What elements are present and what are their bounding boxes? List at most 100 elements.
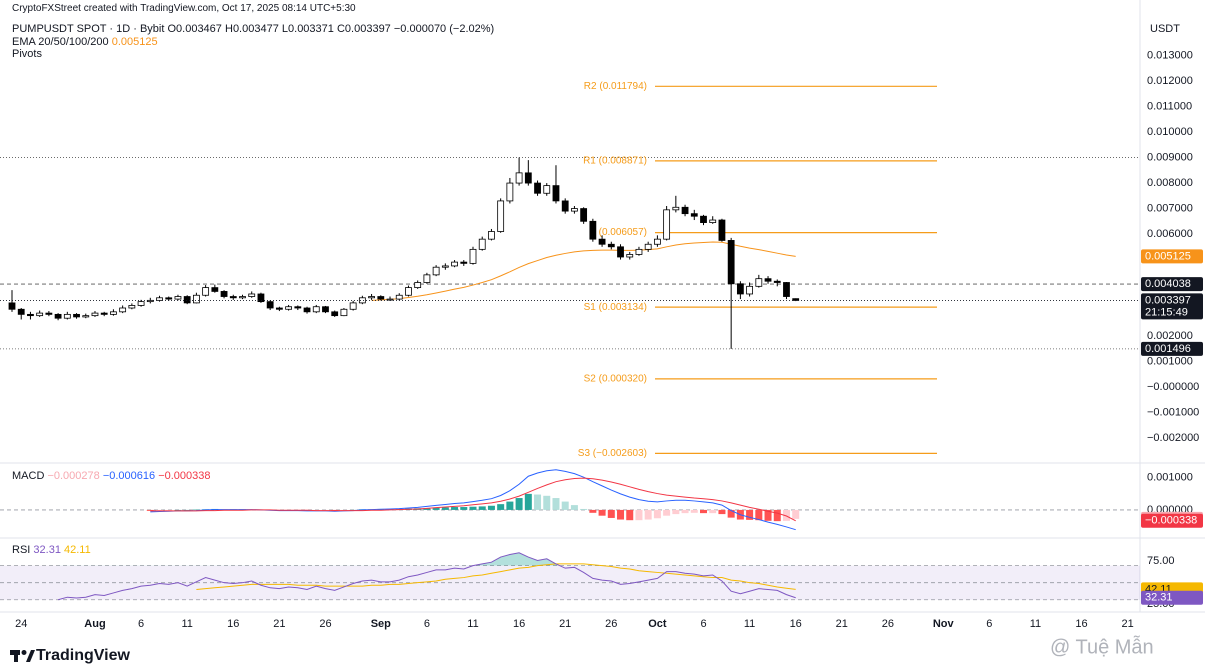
currency: USDT	[1150, 23, 1180, 35]
candle-body	[386, 298, 394, 301]
macd-histogram-bar	[755, 509, 763, 521]
x-tick-label: Oct	[648, 618, 667, 630]
candle-body	[506, 182, 514, 202]
ema-tag: 0.005125	[1145, 250, 1191, 262]
candle-body	[432, 266, 440, 276]
candle-body	[561, 200, 569, 212]
candle-body	[478, 238, 486, 250]
pivot-label: P (0.006057)	[589, 227, 647, 238]
rsi-value: 32.31	[33, 544, 61, 556]
y-tick-label: 0.010000	[1147, 126, 1193, 138]
macd-histogram-bar	[617, 509, 625, 520]
candle-body	[119, 307, 127, 313]
macd-histogram-bar	[700, 509, 707, 514]
x-tick-label: 16	[227, 618, 239, 630]
credit: CryptoFXStreet created with TradingView.…	[12, 3, 356, 14]
y-tick-label: 0.008000	[1147, 177, 1193, 189]
candle-body	[524, 172, 532, 184]
macd-histogram-bar	[174, 509, 182, 511]
candle-body	[395, 294, 403, 300]
candle-body	[515, 172, 523, 184]
x-tick-label: Nov	[933, 618, 955, 630]
x-tick-label: Aug	[84, 618, 105, 630]
rsi-tag: 32.31	[1145, 592, 1173, 604]
x-tick-label: 16	[513, 618, 525, 630]
y-tick-label: 0.007000	[1147, 202, 1193, 214]
candle-body	[322, 306, 329, 313]
candle-body	[617, 246, 624, 258]
macd-value: −0.000278	[47, 470, 100, 482]
candle-body	[543, 185, 551, 194]
candle-body	[349, 302, 357, 310]
candle-body	[165, 297, 173, 300]
candle-body	[248, 293, 256, 297]
macd-histogram-bar	[156, 509, 164, 511]
macd-histogram-bar	[626, 509, 634, 521]
candle-body	[192, 294, 200, 304]
y-tick-label: 0.013000	[1147, 49, 1193, 61]
ema-legend: EMA 20/50/100/200 0.005125	[12, 36, 158, 48]
countdown: 21:15:49	[1145, 306, 1188, 318]
macd-histogram-bar	[441, 507, 449, 510]
ohlc-key: O	[167, 23, 177, 35]
rsi-title: RSI	[12, 544, 31, 556]
candle-body	[598, 238, 606, 245]
level-tag: 0.004038	[1145, 278, 1191, 290]
ohlc-key: C	[336, 23, 345, 35]
x-tick-label: 6	[424, 618, 430, 630]
candle-body	[690, 213, 698, 217]
candle-body	[441, 265, 449, 268]
candle-body	[589, 220, 597, 240]
y-tick-label: 0.001000	[1147, 355, 1193, 367]
rsi-line	[57, 552, 796, 601]
rsi-ma-value: 42.11	[64, 544, 91, 556]
candle-body	[91, 312, 99, 317]
candle-body	[654, 238, 661, 245]
rsi-overbought-fill	[473, 552, 560, 566]
y-tick-label: 75.00	[1147, 555, 1175, 567]
x-tick-label: 21	[559, 618, 571, 630]
level-tag: 0.001496	[1145, 343, 1191, 355]
x-tick-label: 11	[181, 618, 192, 630]
macd-histogram-bar	[718, 509, 726, 515]
candle-body	[211, 287, 219, 292]
macd-histogram-bar	[552, 498, 560, 510]
watermark: @ Tuệ Mẫn	[1050, 635, 1154, 658]
ohlc-value: 0.003397	[344, 23, 391, 35]
candle-body	[488, 231, 495, 240]
macd-legend: MACD −0.000278 −0.000616 −0.000338	[12, 470, 211, 482]
macd-histogram-bar	[681, 509, 689, 514]
macd-histogram-bar	[183, 509, 191, 511]
candle-body	[36, 312, 44, 317]
candle-body	[45, 312, 53, 315]
macd-histogram-bar	[165, 509, 173, 511]
candle-body	[239, 296, 246, 299]
x-tick-label: 6	[700, 618, 706, 630]
candle-body	[746, 285, 753, 295]
signal-line	[150, 477, 796, 522]
candle-body	[700, 215, 707, 223]
candle-body	[497, 200, 505, 232]
candle-body	[340, 308, 348, 317]
candle-body	[423, 274, 431, 283]
x-tick-label: 6	[138, 618, 144, 630]
candle-body	[257, 293, 265, 303]
candle-body	[635, 248, 643, 255]
x-tick-label: 24	[15, 618, 27, 630]
signal-tag-bg	[1141, 513, 1203, 528]
candle-body	[275, 307, 283, 310]
candle-body	[405, 287, 412, 296]
x-tick-label: 21	[836, 618, 848, 630]
macd-histogram-bar	[478, 506, 486, 510]
macd-histogram-bar	[423, 507, 431, 510]
candle-body	[718, 219, 726, 241]
x-tick-label: Sep	[371, 618, 391, 630]
macd-histogram-bar	[746, 509, 754, 520]
candle-body	[414, 282, 422, 289]
macd-histogram-bar	[524, 493, 532, 510]
candle-body	[663, 209, 671, 240]
y-tick-label: 0.001000	[1147, 472, 1193, 484]
macd-histogram-bar	[543, 495, 551, 510]
candle-body	[681, 206, 689, 215]
